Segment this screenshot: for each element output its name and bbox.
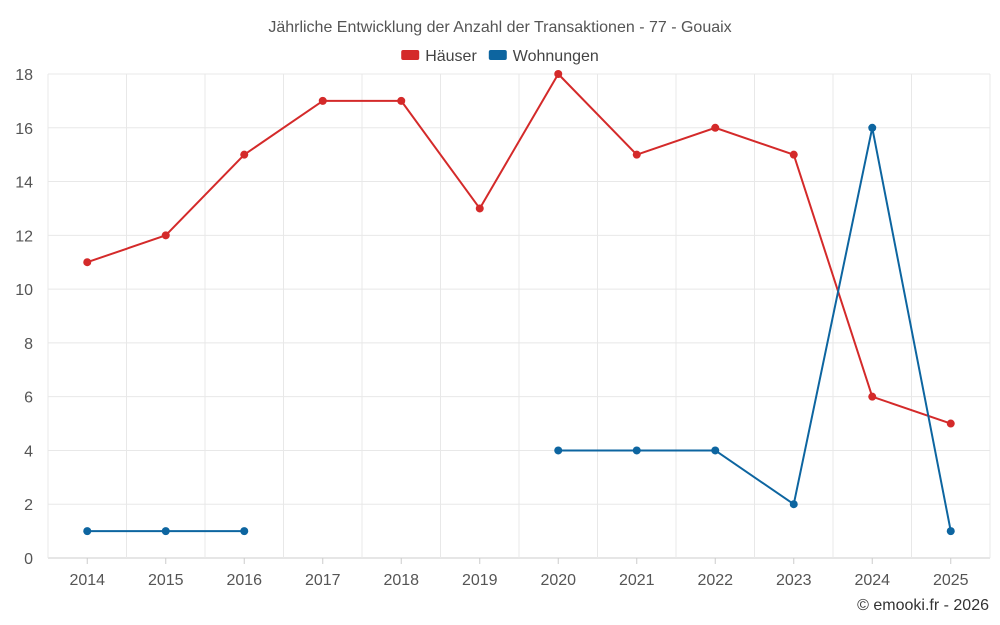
data-point[interactable] bbox=[789, 500, 798, 509]
x-tick-label: 2024 bbox=[854, 572, 890, 589]
y-tick-label: 14 bbox=[15, 175, 33, 192]
x-tick-label: 2020 bbox=[540, 572, 576, 589]
series-2 bbox=[83, 123, 955, 536]
data-point[interactable] bbox=[161, 527, 170, 536]
data-point[interactable] bbox=[789, 150, 798, 159]
data-point[interactable] bbox=[868, 123, 877, 132]
data-point[interactable] bbox=[711, 446, 720, 455]
legend-label: Wohnungen bbox=[513, 48, 599, 65]
y-tick-label: 0 bbox=[24, 551, 33, 568]
y-tick-label: 4 bbox=[24, 443, 33, 460]
series-line bbox=[86, 73, 952, 425]
series-line bbox=[557, 126, 952, 533]
data-point[interactable] bbox=[946, 527, 955, 536]
data-point[interactable] bbox=[475, 204, 484, 213]
x-tick-label: 2016 bbox=[226, 572, 262, 589]
x-tick-label: 2021 bbox=[619, 572, 655, 589]
y-tick-label: 18 bbox=[15, 67, 33, 84]
grid bbox=[47, 73, 991, 564]
y-tick-label: 2 bbox=[24, 497, 33, 514]
x-tick-label: 2017 bbox=[305, 572, 341, 589]
data-point[interactable] bbox=[83, 527, 92, 536]
data-point[interactable] bbox=[240, 150, 249, 159]
y-tick-label: 16 bbox=[15, 121, 33, 138]
x-tick-label: 2018 bbox=[383, 572, 419, 589]
data-point[interactable] bbox=[397, 96, 406, 105]
legend-item-2[interactable]: Wohnungen bbox=[488, 48, 599, 65]
chart-title: Jährliche Entwicklung der Anzahl der Tra… bbox=[268, 19, 731, 36]
legend-label: Häuser bbox=[425, 48, 477, 65]
x-tick-label: 2015 bbox=[148, 572, 184, 589]
legend-swatch bbox=[401, 50, 420, 60]
data-point[interactable] bbox=[318, 96, 327, 105]
legend-item-1[interactable]: Häuser bbox=[401, 48, 477, 65]
x-axis: 2014 2015 2016 2017 2018 2019 2020 2021 2022 2023… bbox=[69, 572, 968, 589]
data-point[interactable] bbox=[554, 70, 563, 78]
data-point[interactable] bbox=[711, 123, 720, 132]
credit-text: © emooki.fr - 2026 bbox=[857, 597, 989, 614]
y-tick-label: 12 bbox=[15, 228, 33, 245]
y-tick-label: 10 bbox=[15, 282, 33, 299]
legend: Häuser Wohnungen bbox=[401, 48, 599, 65]
series-group bbox=[83, 70, 955, 536]
x-tick-label: 2019 bbox=[462, 572, 498, 589]
data-point[interactable] bbox=[632, 150, 641, 159]
x-tick-label: 2025 bbox=[933, 572, 969, 589]
y-tick-label: 8 bbox=[24, 336, 33, 353]
x-tick-label: 2014 bbox=[69, 572, 105, 589]
x-tick-label: 2023 bbox=[776, 572, 812, 589]
data-point[interactable] bbox=[554, 446, 563, 455]
data-point[interactable] bbox=[161, 231, 170, 240]
data-point[interactable] bbox=[868, 392, 877, 401]
x-tick-label: 2022 bbox=[697, 572, 733, 589]
data-point[interactable] bbox=[946, 419, 955, 428]
data-point[interactable] bbox=[632, 446, 641, 455]
y-tick-label: 6 bbox=[24, 390, 33, 407]
data-point[interactable] bbox=[240, 527, 249, 536]
legend-swatch bbox=[488, 50, 507, 60]
series-1 bbox=[83, 70, 955, 428]
y-axis: 0 2 4 6 8 10 12 14 16 18 bbox=[15, 67, 33, 568]
data-point[interactable] bbox=[83, 258, 92, 267]
